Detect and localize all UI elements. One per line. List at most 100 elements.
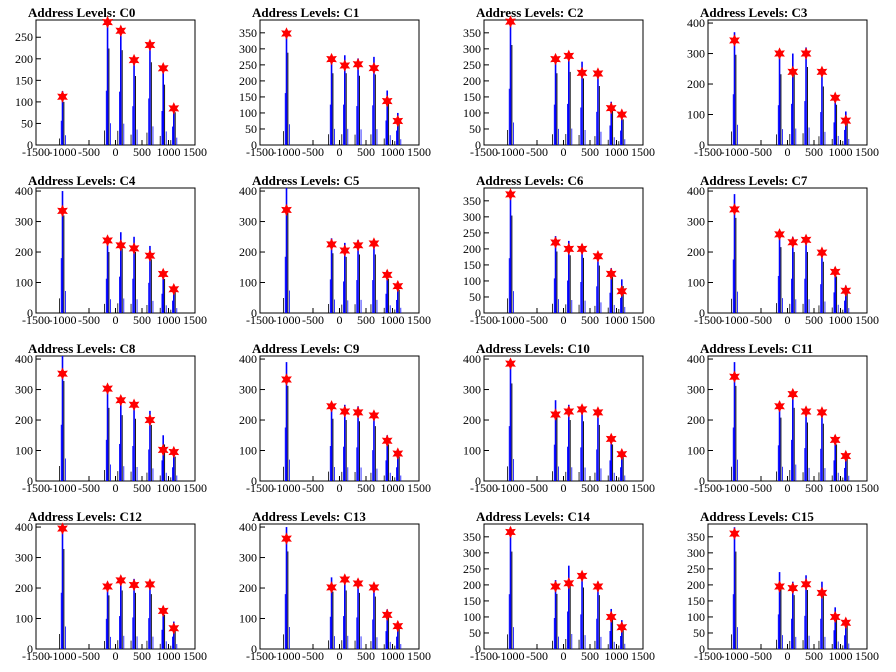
x-tick-label: 0 [113, 313, 119, 327]
peak-marker [128, 53, 140, 67]
x-tick-label: 1500 [183, 481, 207, 495]
x-tick-label: 1500 [407, 481, 431, 495]
histogram-svg: Address Levels: C12 0 100 200 300 400 -1500-10… [15, 509, 207, 663]
chart-title: Address Levels: C8 [28, 341, 136, 356]
y-tick-label: 100 [239, 444, 257, 458]
plot-frame [259, 19, 420, 146]
chart-title: Address Levels: C1 [252, 5, 359, 20]
y-tick-label: 250 [463, 58, 481, 72]
y-tick-label: 100 [239, 276, 257, 290]
x-tick-label: 0 [113, 481, 119, 495]
histogram-svg: Address Levels: C4 0 100 200 300 400 -1500-100… [15, 173, 207, 327]
histogram-svg: Address Levels: C15 0 50 100 150 200 250 300 350… [687, 509, 879, 663]
y-tick-label: 200 [15, 52, 33, 66]
peak-marker [840, 616, 852, 629]
x-tick-label: 1500 [631, 649, 655, 663]
histogram-panel: Address Levels: C2 0 50 100 150 200 250 300 350 -… [448, 0, 672, 168]
y-tick-label: 100 [463, 106, 481, 120]
x-tick-label: 0 [561, 145, 567, 159]
y-tick-label: 250 [463, 226, 481, 240]
x-tick-label: 1000 [829, 481, 853, 495]
peak-marker [563, 242, 575, 256]
peak-marker [339, 59, 351, 72]
x-tick-label: -1000 [49, 145, 77, 159]
peak-marker [128, 398, 140, 412]
x-tick-label: 1000 [381, 649, 405, 663]
x-tick-label: -500 [526, 313, 548, 327]
x-tick-label: 1500 [183, 313, 207, 327]
peak-marker [157, 443, 169, 457]
x-tick-label: -1000 [497, 649, 525, 663]
peak-marker [381, 608, 393, 622]
peak-marker [368, 237, 380, 250]
peak-marker [505, 525, 516, 539]
peak-marker [576, 569, 588, 583]
x-tick-label: 1000 [829, 145, 853, 159]
histogram-svg: Address Levels: C14 0 50 100 150 200 250 300 350… [463, 509, 655, 663]
x-tick-label: 500 [805, 145, 823, 159]
x-tick-label: -500 [750, 649, 772, 663]
peak-marker [505, 188, 516, 201]
x-tick-label: 1000 [157, 145, 181, 159]
peak-marker [168, 622, 180, 635]
x-tick-label: 500 [581, 481, 599, 495]
y-tick-label: 250 [15, 30, 33, 44]
y-tick-label: 50 [469, 626, 481, 640]
x-tick-label: 0 [561, 481, 567, 495]
y-tick-label: 400 [687, 184, 705, 198]
x-tick-label: 1500 [631, 145, 655, 159]
peak-marker [102, 234, 113, 247]
x-tick-label: -1500 [246, 649, 274, 663]
y-tick-label: 0 [699, 306, 705, 320]
y-tick-label: 100 [15, 276, 33, 290]
y-tick-label: 400 [687, 16, 705, 30]
peak-marker [563, 405, 575, 418]
chart-title: Address Levels: C0 [28, 5, 135, 20]
histogram-svg: Address Levels: C8 0 100 200 300 400 -1500-100… [15, 341, 207, 495]
x-tick-label: -1000 [721, 481, 749, 495]
y-tick-label: 200 [463, 242, 481, 256]
x-tick-label: -1500 [694, 313, 722, 327]
y-tick-label: 400 [15, 352, 33, 366]
x-tick-label: -500 [78, 481, 100, 495]
histogram-svg: Address Levels: C11 0 100 200 300 400 -1500-10… [687, 341, 879, 495]
y-tick-label: 200 [15, 245, 33, 259]
peak-marker [729, 370, 740, 383]
histogram-panel: Address Levels: C13 0 100 200 300 400 -1500 -10… [224, 504, 448, 672]
histogram-svg: Address Levels: C3 0 100 200 300 400 -1500-100… [687, 5, 879, 159]
x-tick-label: 0 [337, 313, 343, 327]
x-tick-label: -500 [302, 481, 324, 495]
x-tick-label: 1500 [631, 313, 655, 327]
histogram-svg: Address Levels: C0 0 50 100 150 200 250 -1500-1… [15, 5, 207, 159]
y-tick-label: 300 [15, 383, 33, 397]
peak-marker [550, 236, 561, 249]
x-tick-label: 0 [785, 313, 791, 327]
histogram-svg: Address Levels: C5 0 100 200 300 400 -1500-100… [239, 173, 431, 327]
x-tick-label: -1500 [22, 145, 50, 159]
x-tick-label: -1000 [721, 313, 749, 327]
x-tick-label: -1500 [694, 145, 722, 159]
plot-frame [259, 355, 420, 482]
y-tick-label: 0 [251, 306, 257, 320]
histogram-panel: Address Levels: C14 0 50 100 150 200 250 300 350… [448, 504, 672, 672]
plot-frame [483, 523, 644, 650]
peak-marker [605, 610, 617, 624]
chart-title: Address Levels: C2 [476, 5, 583, 20]
x-tick-label: -500 [78, 649, 100, 663]
peak-marker [57, 522, 68, 535]
chart-title: Address Levels: C9 [252, 341, 360, 356]
peak-marker [800, 47, 812, 60]
peak-marker [787, 387, 799, 401]
peak-marker [157, 267, 169, 281]
y-tick-label: 150 [463, 258, 481, 272]
x-tick-label: 1000 [381, 481, 405, 495]
x-tick-label: 0 [337, 481, 343, 495]
plot-frame [483, 187, 644, 314]
peak-marker [605, 101, 617, 115]
peak-marker [576, 66, 588, 80]
x-tick-label: -500 [750, 481, 772, 495]
y-tick-label: 0 [699, 138, 705, 152]
peak-marker [840, 114, 852, 127]
y-tick-label: 50 [693, 626, 705, 640]
y-tick-label: 300 [463, 42, 481, 56]
